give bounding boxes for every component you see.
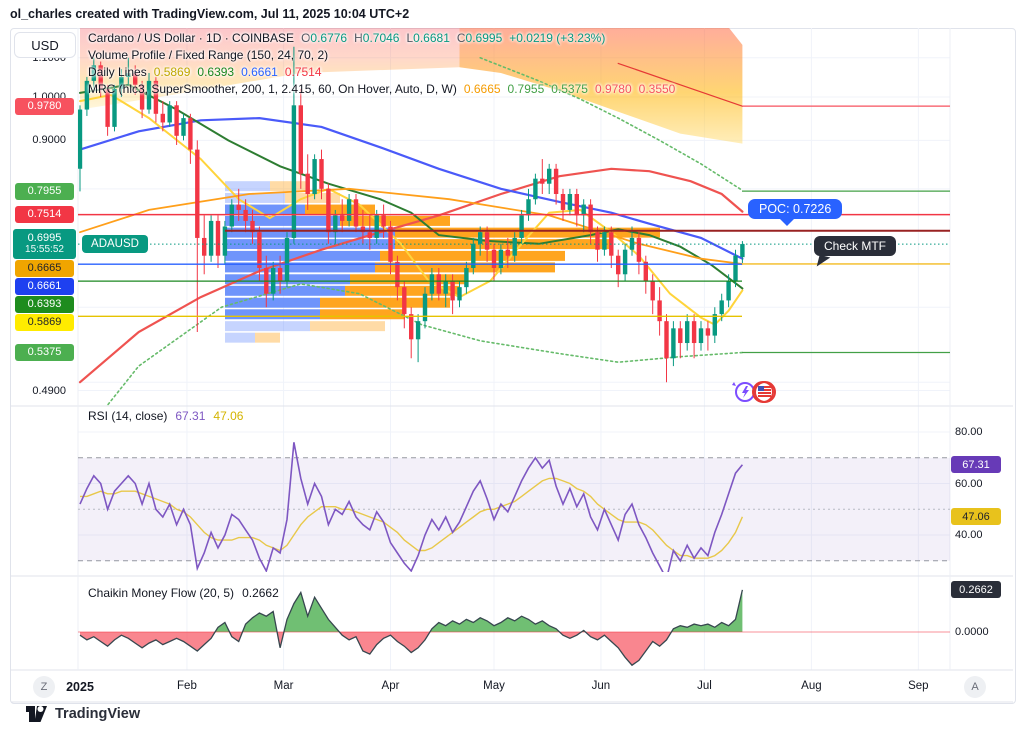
- price-badge-0.5375: 0.5375: [15, 343, 74, 361]
- rsi-title: RSI (14, close): [88, 409, 168, 423]
- ma-50-green: [79, 83, 744, 290]
- legend-symbol-row[interactable]: Cardano / US Dollar · 1D · COINBASE O0.6…: [88, 30, 682, 47]
- ohlc-values: O0.6776 H0.7046 L0.6681 C0.6995 +0.0219 (+3.…: [301, 31, 606, 45]
- rsi-scale-badge-67.31: 67.31: [951, 456, 1001, 474]
- price-label-0.4900: 0.4900: [32, 384, 66, 397]
- time-axis-label-Jul: Jul: [697, 680, 712, 692]
- price-badge-0.6393: 0.6393: [15, 296, 74, 314]
- mrc-upper-dotted: [479, 57, 744, 192]
- cmf-line: [79, 589, 744, 667]
- ma-200-red: [78, 167, 744, 384]
- rsi-ma-value: 47.06: [213, 409, 244, 423]
- mrc-upper2-centerline: [617, 62, 743, 107]
- poc-callout: POC: 0.7226: [748, 199, 843, 226]
- tradingview-logo-icon: [26, 706, 47, 722]
- time-axis-label-Mar: Mar: [273, 680, 294, 692]
- legend-daily-lines-row[interactable]: Daily Lines 0.5869 0.6393 0.6661 0.7514: [88, 64, 682, 81]
- symbol-badge: ADAUSD: [82, 235, 148, 254]
- rsi-scale-label-80.00: 80.00: [955, 426, 983, 438]
- price-badge-0.7955: 0.7955: [15, 182, 74, 200]
- rsi-scale-badge-47.06: 47.06: [951, 508, 1001, 526]
- price-badge-0.6661: 0.6661: [15, 278, 74, 296]
- rsi-line: [79, 442, 744, 572]
- rsi-value: 67.31: [175, 409, 206, 423]
- attribution-text: ol_charles created with TradingView.com,…: [10, 7, 410, 21]
- rsi-ma-line: [80, 477, 744, 559]
- time-axis-label-Feb: Feb: [177, 680, 197, 692]
- price-badge-0.7514: 0.7514: [15, 206, 74, 224]
- time-axis-label-Apr: Apr: [381, 680, 400, 692]
- price-badge-0.6995: 0.6995 15:55:52: [13, 229, 76, 260]
- daily-lines-title: Daily Lines: [88, 65, 147, 79]
- cmf-title: Chaikin Money Flow (20, 5): [88, 586, 235, 600]
- tradingview-footer-link[interactable]: TradingView: [26, 706, 140, 722]
- scroll-right-button[interactable]: A: [964, 676, 986, 698]
- time-axis-label-Aug: Aug: [801, 680, 822, 692]
- legend-mrc-row[interactable]: MRC (hlc3, SuperSmoother, 200, 1, 2.415,…: [88, 81, 682, 98]
- symbol-title: Cardano / US Dollar · 1D · COINBASE: [88, 31, 295, 45]
- ma-100-blue: [78, 116, 744, 260]
- cmf-negative-area: [80, 632, 743, 666]
- time-axis-label-2025: 2025: [66, 680, 94, 694]
- time-axis-label-Sep: Sep: [908, 680, 929, 692]
- currency-toggle-button[interactable]: USD: [14, 32, 76, 58]
- price-badge-0.5869: 0.5869: [15, 314, 74, 332]
- rsi-legend[interactable]: RSI (14, close) 67.31 47.06: [88, 409, 243, 423]
- watermark-logo: [728, 378, 780, 411]
- volume-profile-title: Volume Profile / Fixed Range (150, 24, 7…: [88, 48, 329, 62]
- rsi-scale-label-40.00: 40.00: [955, 529, 983, 541]
- price-badge-0.9780: 0.9780: [15, 97, 74, 115]
- cmf-legend[interactable]: Chaikin Money Flow (20, 5) 0.2662: [88, 586, 279, 600]
- mrc-title: MRC (hlc3, SuperSmoother, 200, 1, 2.415,…: [88, 82, 457, 96]
- tradingview-brand-text: TradingView: [55, 706, 141, 722]
- cmf-scale-label-0.0000: 0.0000: [955, 626, 989, 638]
- cmf-value: 0.2662: [242, 586, 279, 600]
- cmf-scale-badge: 0.2662: [951, 581, 1001, 599]
- check-mtf-tooltip[interactable]: Check MTF: [814, 236, 897, 256]
- legend-volume-profile-row[interactable]: Volume Profile / Fixed Range (150, 24, 7…: [88, 47, 682, 64]
- mrc-values: 0.6665 0.7955 0.5375 0.9780 0.3550: [463, 82, 676, 96]
- scroll-left-button[interactable]: Z: [33, 676, 55, 698]
- price-badge-0.6665: 0.6665: [15, 260, 74, 278]
- legend: Cardano / US Dollar · 1D · COINBASE O0.6…: [88, 30, 682, 98]
- mrc-lower-dotted: [79, 283, 744, 406]
- price-label-0.9000: 0.9000: [32, 134, 66, 147]
- time-axis-label-Jun: Jun: [591, 680, 611, 692]
- rsi-scale-label-60.00: 60.00: [955, 477, 983, 490]
- time-axis-label-May: May: [483, 680, 505, 692]
- daily-lines-values: 0.5869 0.6393 0.6661 0.7514: [153, 65, 322, 79]
- mrc-mean-orange: [79, 187, 744, 265]
